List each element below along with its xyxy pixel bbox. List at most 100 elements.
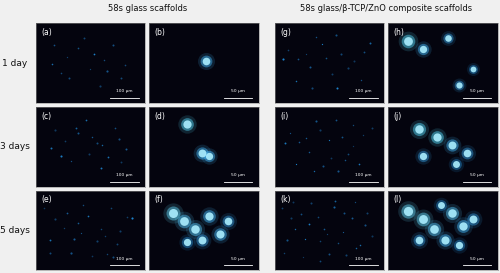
Point <box>98 143 106 148</box>
Point <box>62 54 70 59</box>
Point <box>281 141 289 145</box>
Point <box>404 208 412 213</box>
Point <box>224 219 232 223</box>
Point <box>124 215 132 219</box>
Point <box>286 131 294 135</box>
Point <box>338 52 345 56</box>
Point <box>96 83 104 88</box>
Point <box>202 59 210 64</box>
Point <box>70 237 78 241</box>
Point <box>436 203 444 207</box>
Point <box>320 227 328 232</box>
Point <box>436 203 444 207</box>
Point <box>456 243 464 247</box>
Point <box>103 251 111 256</box>
Point <box>61 138 69 143</box>
Point <box>458 224 466 229</box>
Point <box>322 56 330 60</box>
Point <box>198 151 205 155</box>
Point <box>333 86 341 91</box>
Point <box>191 227 199 231</box>
Text: 100 μm: 100 μm <box>116 89 132 93</box>
Point <box>404 38 412 43</box>
Point <box>206 154 214 158</box>
Point <box>108 206 116 210</box>
Point <box>206 214 214 218</box>
Point <box>356 243 364 248</box>
Text: 50 μm: 50 μm <box>470 89 484 93</box>
Point <box>456 243 464 247</box>
Point <box>284 48 292 52</box>
Point <box>312 119 320 123</box>
Point <box>40 206 48 210</box>
Point <box>334 241 342 245</box>
Point <box>278 206 286 211</box>
Point <box>170 211 177 215</box>
Text: (g): (g) <box>280 28 291 37</box>
Point <box>404 208 412 213</box>
Point <box>101 234 109 238</box>
Text: 3 days: 3 days <box>0 142 30 151</box>
Point <box>452 162 460 167</box>
Point <box>356 162 364 166</box>
Point <box>434 135 442 139</box>
Point <box>46 251 54 255</box>
Point <box>306 65 314 69</box>
Point <box>340 210 348 215</box>
Point <box>57 71 65 76</box>
Point <box>318 42 326 47</box>
Point <box>361 222 369 227</box>
Point <box>456 243 464 247</box>
Point <box>104 155 112 159</box>
Point <box>350 200 358 204</box>
Text: (b): (b) <box>154 28 166 37</box>
Point <box>184 240 192 245</box>
Point <box>287 216 295 221</box>
Text: 100 μm: 100 μm <box>116 173 132 177</box>
Point <box>319 164 327 168</box>
Point <box>66 251 74 255</box>
Point <box>419 154 427 158</box>
Point <box>302 136 310 140</box>
Point <box>444 35 452 40</box>
Point <box>184 122 192 127</box>
Point <box>458 224 466 229</box>
Text: (a): (a) <box>42 28 52 37</box>
Point <box>312 35 320 40</box>
Point <box>306 150 314 154</box>
Point <box>51 128 59 132</box>
Point <box>74 46 82 50</box>
Point <box>122 147 130 152</box>
Point <box>415 127 423 131</box>
Point <box>368 126 376 130</box>
Point <box>74 131 82 135</box>
Point <box>298 255 306 259</box>
Point <box>116 159 124 164</box>
Point <box>76 231 84 235</box>
Point <box>436 203 444 207</box>
Text: (c): (c) <box>42 112 51 121</box>
Point <box>191 227 199 231</box>
Text: 50 μm: 50 μm <box>470 173 484 177</box>
Point <box>198 151 205 155</box>
Point <box>92 239 100 243</box>
Point <box>289 199 297 204</box>
Point <box>296 212 304 216</box>
Point <box>452 162 460 167</box>
Point <box>224 219 232 223</box>
Point <box>340 158 348 162</box>
Point <box>364 211 372 215</box>
Point <box>184 122 192 127</box>
Point <box>404 38 412 43</box>
Point <box>470 216 478 221</box>
Point <box>404 38 412 43</box>
Point <box>448 143 456 147</box>
Point <box>470 67 478 72</box>
Point <box>216 232 224 237</box>
Point <box>448 211 456 215</box>
Text: 100 μm: 100 μm <box>116 257 132 261</box>
Point <box>444 35 452 40</box>
Point <box>206 154 214 158</box>
Point <box>430 227 438 231</box>
Point <box>88 254 96 258</box>
